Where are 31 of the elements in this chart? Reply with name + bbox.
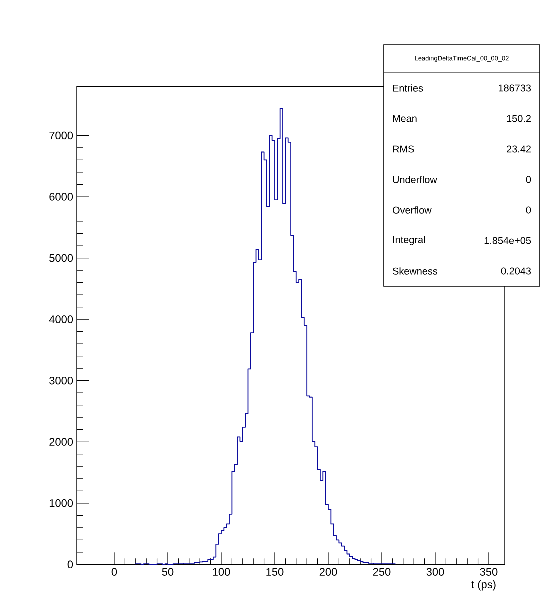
y-tick-label: 6000 bbox=[50, 193, 74, 201]
y-tick-label: 7000 bbox=[50, 132, 74, 140]
x-tick-label: 200 bbox=[320, 568, 338, 576]
y-tick-label: 2000 bbox=[50, 438, 74, 446]
x-tick-label: 150 bbox=[266, 568, 284, 576]
y-tick-label: 4000 bbox=[49, 316, 74, 324]
annotation: 186733 bbox=[498, 84, 532, 92]
x-tick-label: 50 bbox=[162, 568, 174, 576]
annotation: Overflow bbox=[392, 206, 432, 214]
y-tick-label: 0 bbox=[68, 560, 74, 569]
x-tick-label: 0 bbox=[112, 568, 118, 576]
text: 150.2 bbox=[507, 115, 531, 122]
annotation: Skewness bbox=[392, 268, 438, 275]
text: 23.42 bbox=[507, 146, 531, 153]
x-tick-label: 100 bbox=[213, 568, 230, 576]
x-tick-label: 250 bbox=[373, 568, 391, 576]
text: 0 bbox=[526, 176, 532, 184]
text: 0 bbox=[526, 206, 532, 214]
annotation: Entries bbox=[393, 84, 424, 92]
annotation: 1.854e+05 bbox=[484, 237, 532, 244]
x-tick-label: 350 bbox=[480, 568, 498, 576]
x-tick-label: 300 bbox=[426, 568, 444, 576]
x-axis-title: t (ps) bbox=[472, 580, 496, 591]
annotation: RMS bbox=[393, 146, 414, 153]
annotation: 0.2043 bbox=[501, 268, 532, 275]
y-tick-label: 3000 bbox=[50, 376, 74, 385]
y-tick-label: 1000 bbox=[50, 500, 74, 508]
y-tick-label: 5000 bbox=[50, 254, 74, 262]
annotation: Integral bbox=[393, 236, 426, 246]
annotation: Underflow bbox=[393, 176, 438, 184]
annotation: Mean bbox=[393, 115, 417, 122]
